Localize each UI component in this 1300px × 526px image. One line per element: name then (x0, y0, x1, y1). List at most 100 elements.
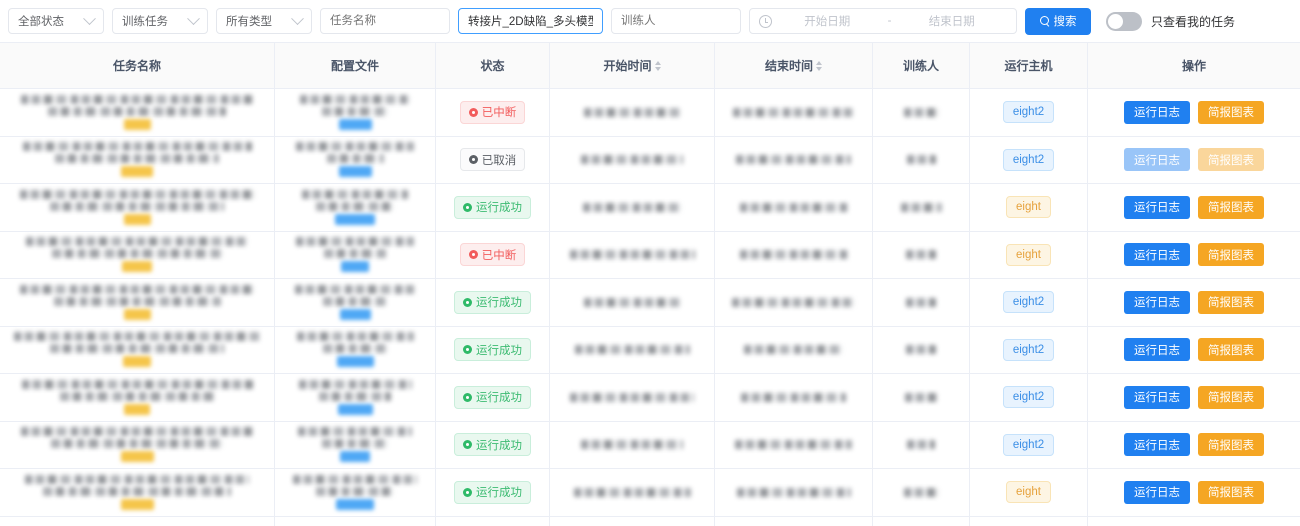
report-chart-button[interactable]: 简报图表 (1198, 243, 1264, 267)
report-chart-button[interactable]: 简报图表 (1198, 290, 1264, 314)
redacted-text-line (19, 189, 255, 199)
cell-trainer (873, 279, 970, 326)
redacted-badge (337, 403, 373, 415)
redacted-start-time (556, 487, 708, 497)
redacted-config-file (281, 142, 429, 178)
action-button-group: 运行日志 简报图表 (1124, 480, 1264, 504)
redacted-start-time (556, 107, 708, 117)
table-row[interactable]: 已中断 eight 运行日志 简报图表 (0, 231, 1300, 279)
redacted-text-line (581, 155, 683, 165)
table-row[interactable]: 已取消 eight2 运行日志 简报图表 (0, 136, 1300, 184)
cell-host: eight2 (970, 136, 1088, 183)
report-chart-button[interactable]: 简报图表 (1198, 195, 1264, 219)
table-row[interactable]: 已中断 eight2 运行日志 简报图表 (0, 89, 1300, 137)
cell-status: 运行成功 (436, 184, 550, 231)
status-badge-label: 已中断 (481, 107, 517, 120)
sort-arrows-icon[interactable] (816, 60, 822, 71)
table-row[interactable]: 运行成功 eight 运行日志 简报图表 (0, 184, 1300, 232)
cell-config-file (275, 279, 436, 326)
run-log-button[interactable]: 运行日志 (1124, 195, 1190, 219)
cell-actions: 运行日志 简报图表 (1088, 327, 1300, 374)
status-dot-icon (463, 392, 472, 402)
cell-end (715, 516, 873, 526)
report-chart-button[interactable]: 简报图表 (1198, 100, 1264, 124)
column-header-end[interactable]: 结束时间 (715, 43, 873, 88)
run-log-button[interactable]: 运行日志 (1124, 433, 1190, 457)
redacted-text-line (904, 392, 938, 402)
cell-status: 已中断 (436, 231, 550, 278)
run-log-button[interactable]: 运行日志 (1124, 100, 1190, 124)
cell-host: eight2 (970, 89, 1088, 136)
sort-arrows-icon[interactable] (654, 60, 661, 71)
table-row[interactable]: 运行成功 eight2 运行日志 简报图表 (0, 421, 1300, 469)
search-button-label: 搜索 (1053, 16, 1077, 28)
action-button-group: 运行日志 简报图表 (1124, 338, 1264, 362)
tasks-table: 任务名称 配置文件 状态 开始时间 结束时间 训练人 运行主机 操作 已中断 eight2 运行日… (0, 42, 1300, 526)
redacted-text-line (43, 486, 231, 496)
redacted-text-line (22, 142, 252, 152)
cell-status: 运行成功 (436, 469, 550, 516)
cell-task-name (0, 184, 275, 231)
report-chart-button[interactable]: 简报图表 (1198, 433, 1264, 457)
task-type-filter-select[interactable]: 训练任务 (112, 8, 208, 34)
redacted-trainer (879, 250, 963, 260)
run-log-button[interactable]: 运行日志 (1124, 243, 1190, 267)
redacted-text-line (55, 154, 219, 164)
run-log-button[interactable]: 运行日志 (1124, 338, 1190, 362)
category-filter-select[interactable]: 所有类型 (216, 8, 312, 34)
redacted-end-time (721, 345, 866, 355)
redacted-text-line (736, 155, 851, 165)
column-header-start[interactable]: 开始时间 (550, 43, 715, 88)
model-name-input[interactable] (458, 8, 603, 34)
cell-start (550, 516, 715, 526)
only-mine-toggle[interactable] (1106, 11, 1142, 31)
redacted-text-line (583, 297, 681, 307)
host-tag: eight (1006, 196, 1051, 219)
redacted-text-line (574, 345, 690, 355)
run-log-button[interactable]: 运行日志 (1124, 385, 1190, 409)
redacted-task-name (6, 332, 268, 368)
cell-status: 已中断 (436, 89, 550, 136)
redacted-text-line (295, 284, 415, 294)
column-header-state: 状态 (436, 43, 550, 88)
cell-actions: 运行日志 简报图表 (1088, 469, 1300, 516)
cell-actions: 运行日志 简报图表 (1088, 374, 1300, 421)
table-row[interactable]: 运行成功 eight2 运行日志 简报图表 (0, 279, 1300, 327)
cell-task-name (0, 279, 275, 326)
table-row[interactable]: 运行成功 eight2 运行日志 简报图表 (0, 374, 1300, 422)
cell-trainer (873, 184, 970, 231)
column-header-label: 结束时间 (764, 59, 813, 73)
redacted-text-line (21, 427, 253, 437)
redacted-task-name (6, 142, 268, 178)
report-chart-button[interactable]: 简报图表 (1198, 338, 1264, 362)
search-button[interactable]: 搜索 (1025, 7, 1091, 35)
cell-host: eight (970, 469, 1088, 516)
task-name-input[interactable] (320, 8, 450, 34)
status-badge-label: 已取消 (481, 154, 517, 167)
action-button-group: 运行日志 简报图表 (1124, 100, 1264, 124)
column-header-name: 任务名称 (0, 43, 275, 88)
run-log-button[interactable]: 运行日志 (1124, 480, 1190, 504)
report-chart-button[interactable]: 简报图表 (1198, 480, 1264, 504)
cell-conf (275, 516, 436, 526)
table-row[interactable]: 运行成功 eight 运行日志 简报图表 (0, 469, 1300, 517)
redacted-task-name (6, 94, 268, 130)
cell-actions: 运行日志 简报图表 (1088, 232, 1300, 279)
status-filter-select[interactable]: 全部状态 (8, 8, 104, 34)
run-log-button[interactable]: 运行日志 (1124, 290, 1190, 314)
cell-actions: 运行日志 简报图表 (1088, 279, 1300, 326)
status-badge-label: 运行成功 (476, 487, 522, 500)
redacted-badge (341, 261, 369, 273)
trainer-input[interactable] (611, 8, 741, 34)
column-header-act: 操作 (1088, 43, 1300, 88)
redacted-text-line (906, 250, 936, 260)
redacted-start-time (556, 297, 708, 307)
table-row-partial[interactable] (0, 516, 1300, 526)
table-row[interactable]: 运行成功 eight2 运行日志 简报图表 (0, 326, 1300, 374)
host-tag: eight2 (1002, 148, 1055, 171)
status-badge-label: 运行成功 (476, 392, 522, 405)
cell-actions: 运行日志 简报图表 (1088, 184, 1300, 231)
report-chart-button[interactable]: 简报图表 (1198, 385, 1264, 409)
date-range-picker[interactable]: 开始日期 - 结束日期 (749, 8, 1017, 34)
date-range-separator: - (887, 15, 892, 27)
